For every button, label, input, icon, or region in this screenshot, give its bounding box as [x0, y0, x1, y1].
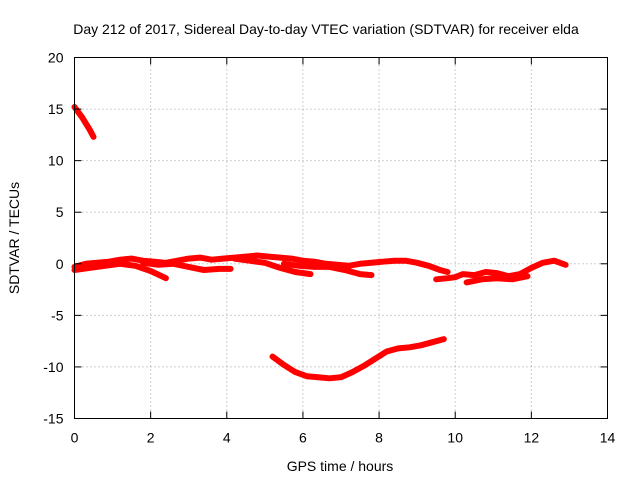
series-line-arc-7	[433, 257, 569, 283]
x-tick-label: 4	[223, 430, 231, 446]
x-tick-label: 0	[71, 430, 79, 446]
series-line-arc-8	[463, 273, 531, 286]
y-axis-label: SDTVAR / TECUs	[6, 182, 22, 294]
y-tick-label: 10	[48, 153, 64, 169]
data-series-group	[71, 104, 569, 382]
x-tick-label: 10	[447, 430, 463, 446]
y-tick-label: 0	[56, 256, 64, 272]
series-line-arc-3	[71, 260, 169, 282]
grid-lines	[74, 57, 608, 419]
axis-ticks: 0 2 4 6 8 10 12 14 -15 -10 -5 0 5 10 15 20	[43, 50, 615, 446]
x-tick-label: 2	[147, 430, 155, 446]
series-line-arc-9	[269, 336, 447, 382]
x-axis-label: GPS time / hours	[287, 458, 394, 474]
y-tick-label: 5	[56, 204, 64, 220]
series-line-arc-2	[71, 252, 451, 275]
y-tick-label: -15	[43, 411, 63, 427]
y-tick-label: 15	[48, 101, 64, 117]
y-tick-label: -10	[43, 359, 63, 375]
chart-title: Day 212 of 2017, Sidereal Day-to-day VTE…	[73, 21, 579, 37]
series-line-arc-6	[280, 260, 375, 279]
series-line-arc-1	[71, 104, 97, 140]
x-tick-label: 8	[375, 430, 383, 446]
x-tick-label: 14	[600, 430, 616, 446]
y-tick-label: 20	[48, 50, 64, 66]
plot-frame	[74, 57, 608, 419]
series-line-arc-5	[231, 255, 314, 278]
x-tick-label: 6	[299, 430, 307, 446]
series-line-arc-4	[140, 259, 234, 273]
x-tick-label: 12	[524, 430, 540, 446]
y-tick-label: -5	[51, 307, 64, 323]
